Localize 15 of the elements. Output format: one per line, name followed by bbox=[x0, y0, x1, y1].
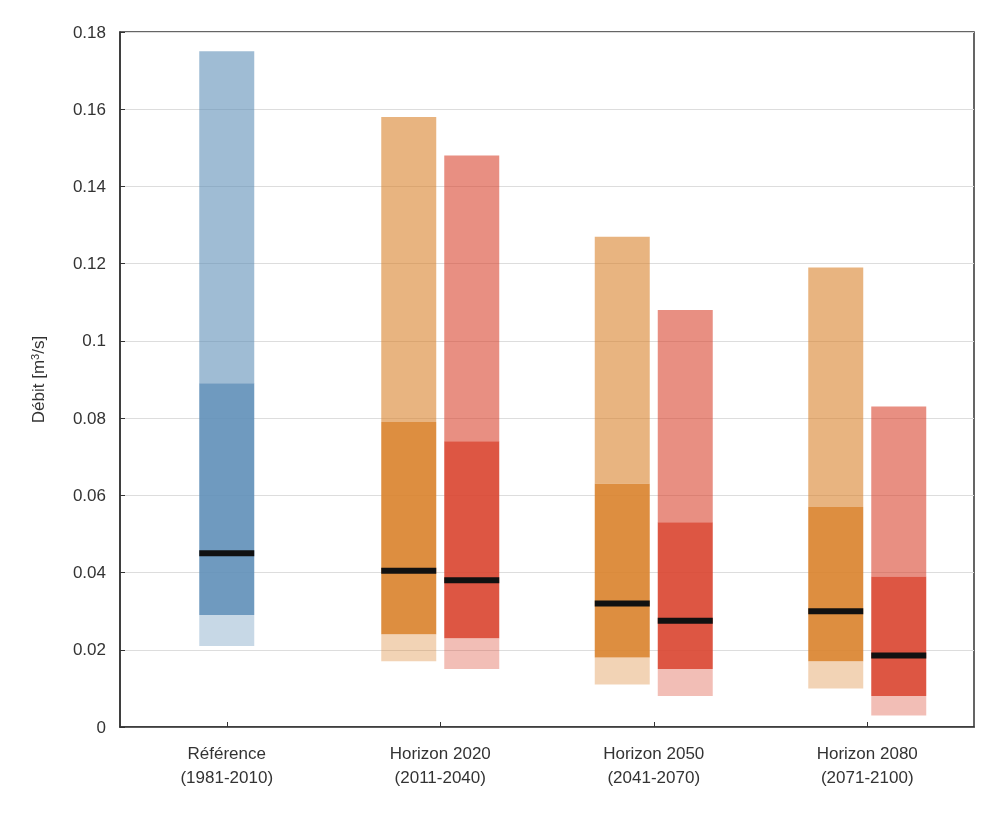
x-tick-label: Horizon 2050 (2041-2070) bbox=[603, 743, 705, 787]
y-tick-label: 0.16 bbox=[72, 99, 106, 119]
x-tick-label: Référence (1981-2010) bbox=[180, 743, 274, 787]
y-tick-label: 0.12 bbox=[72, 254, 106, 274]
y-tick-label: 0 bbox=[96, 717, 106, 737]
y-tick-label: 0.14 bbox=[72, 176, 106, 196]
x-tick-label: Horizon 2020 (2011-2040) bbox=[389, 743, 491, 787]
y-tick-label: 0.02 bbox=[72, 640, 106, 660]
y-tick-label: 0.18 bbox=[72, 22, 106, 42]
y-tick-label: 0.04 bbox=[72, 563, 106, 583]
y-tick-label: 0.06 bbox=[72, 485, 106, 505]
y-axis-title: Débit [m3/s] bbox=[28, 335, 48, 424]
x-tick-label: Horizon 2080 (2071-2100) bbox=[816, 743, 918, 787]
y-tick-label: 0.1 bbox=[82, 331, 106, 351]
y-tick-label: 0.08 bbox=[72, 408, 106, 428]
